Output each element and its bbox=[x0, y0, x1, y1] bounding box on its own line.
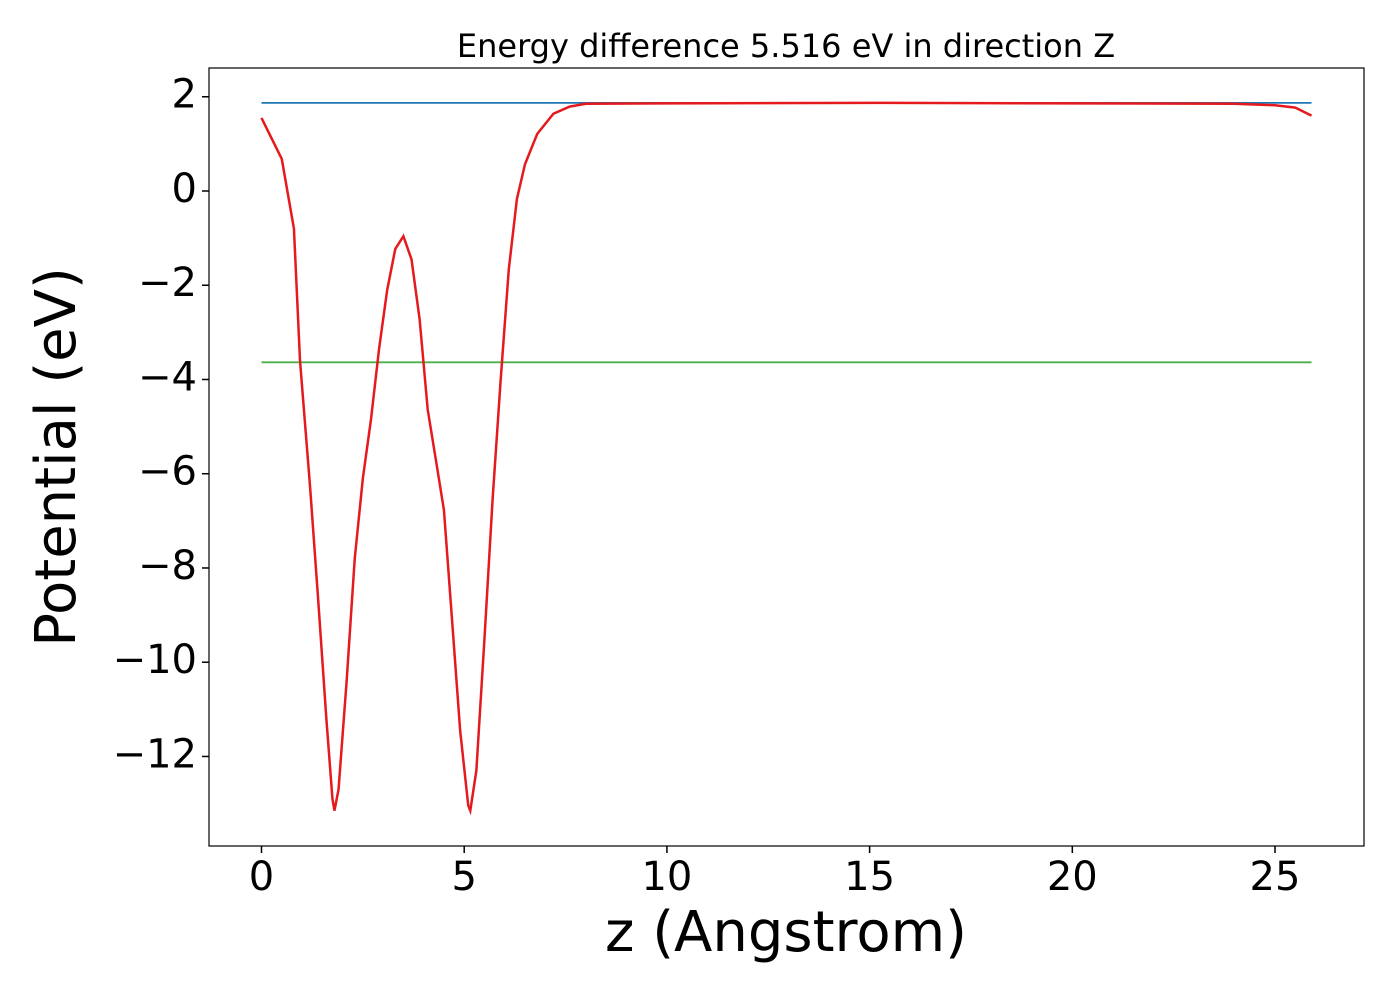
y-axis-label: Potential (eV) bbox=[24, 267, 89, 647]
y-tick-label: 0 bbox=[172, 166, 197, 212]
y-tick-label: −10 bbox=[113, 637, 197, 683]
x-tick-label: 10 bbox=[641, 854, 692, 900]
y-tick-label: −4 bbox=[138, 354, 197, 400]
y-tick-label: −6 bbox=[138, 449, 197, 495]
chart-title: Energy difference 5.516 eV in direction … bbox=[457, 27, 1115, 65]
plot-frame bbox=[208, 67, 1365, 847]
x-tick-label: 15 bbox=[844, 854, 895, 900]
y-tick-label: −2 bbox=[138, 260, 197, 306]
x-axis-label: z (Angstrom) bbox=[605, 900, 967, 965]
x-tick-label: 20 bbox=[1047, 854, 1098, 900]
y-tick-label: −8 bbox=[138, 543, 197, 589]
y-tick-label: −12 bbox=[113, 731, 197, 777]
y-tick-label: 2 bbox=[172, 72, 197, 118]
x-tick-label: 25 bbox=[1250, 854, 1301, 900]
x-tick-label: 0 bbox=[249, 854, 274, 900]
line-series bbox=[260, 101, 1313, 816]
x-tick-label: 5 bbox=[451, 854, 476, 900]
